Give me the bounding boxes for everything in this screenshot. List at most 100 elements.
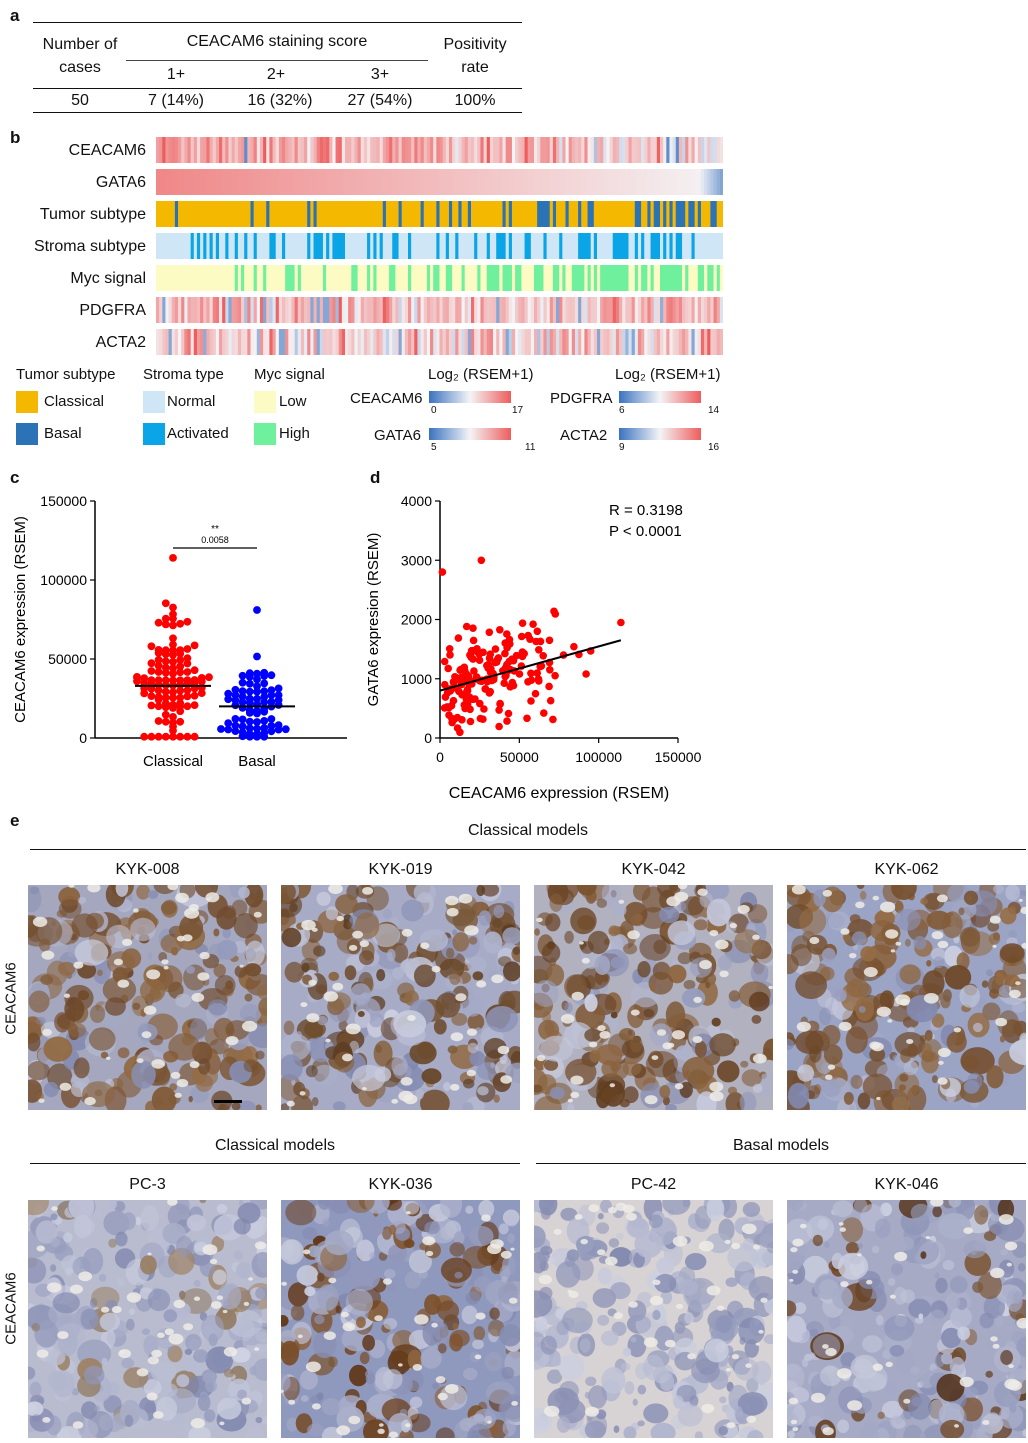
tissue-blob [584,1420,607,1438]
heatmap-cell [351,329,355,355]
heatmap-cell [540,137,544,163]
tissue-lumen [899,998,910,1006]
heatmap-cell [675,201,680,227]
heatmap-cell [288,329,292,355]
tissue-blob [359,1351,370,1365]
heatmap-cell [619,233,623,259]
heatmap-cell [452,329,456,355]
tissue-blob [894,1031,926,1057]
tissue-blob [711,1017,721,1027]
tissue-blob [183,1355,196,1372]
tissue-lumen [188,904,199,912]
tissue-blob [383,1318,398,1330]
heatmap-cell [291,329,295,355]
heatmap-cell [461,169,466,195]
heatmap-cell [190,137,195,163]
heatmap-cell [316,265,321,291]
tissue-blob [160,1383,178,1398]
tissue-blob [312,1064,338,1086]
heatmap-cell [622,265,626,291]
heatmap-cell [486,233,491,259]
d-point [489,675,498,684]
tissue-lumen [698,1240,714,1252]
heatmap-cell [499,297,503,323]
c-point [238,678,247,687]
d-point [440,657,449,666]
heatmap-cell [241,265,245,291]
tissue-blob [43,1082,59,1098]
heatmap-cell [562,201,566,227]
heatmap-cell [606,297,610,323]
tissue-blob [176,1374,190,1388]
tissue-lumen [300,1002,308,1008]
heatmap-cell [452,297,456,323]
tissue-blob [407,1413,431,1433]
tissue-blob [854,1200,868,1214]
c-point [183,692,192,701]
d-point [476,714,485,723]
heatmap-cell [619,137,623,163]
tissue-blob [926,910,952,930]
heatmap-cell [552,169,557,195]
heatmap-cell [489,201,494,227]
heatmap-cell [493,233,497,259]
tissue-blob [946,1031,967,1053]
tissue-blob [493,904,505,919]
heatmap-cell [650,233,655,259]
tissue-blob [462,1245,493,1269]
tissue-blob [706,898,731,927]
heatmap-cell [215,233,220,259]
heatmap-cell [710,233,714,259]
heatmap-cell [231,233,236,259]
tissue-lumen [838,1021,852,1031]
tissue-blob [128,1308,135,1316]
heatmap-cell [345,137,349,163]
tissue-blob [694,1040,707,1058]
tissue-blob [986,969,994,977]
tissue-blob [748,1276,773,1302]
heatmap-cell [448,233,453,259]
heatmap-cell [521,297,525,323]
tissue-lumen [446,907,459,917]
tissue-blob [231,1102,241,1110]
heatmap-cell [442,297,447,323]
tissue-lumen [378,1423,384,1427]
heatmap-cell [697,329,702,355]
tissue-blob [346,1200,375,1213]
tissue-lumen [476,980,487,988]
d-point [446,651,454,659]
tissue-lumen [422,1236,436,1246]
heatmap-cell [426,233,431,259]
tissue-lumen [857,1253,862,1257]
heatmap-cell [398,265,403,291]
heatmap-cell [666,169,670,195]
tissue-blob [216,1203,228,1214]
heatmap-cell [672,329,677,355]
heatmap-cell [574,329,579,355]
c-point [245,724,254,733]
tissue-blob [999,943,1025,963]
heatmap-cell [530,233,535,259]
heatmap-cell [663,137,667,163]
tissue-blob [216,1397,242,1420]
heatmap-cell [171,233,176,259]
heatmap-cell [622,169,626,195]
tissue-blob [793,1327,811,1344]
heatmap-cell [282,201,286,227]
heatmap-cell [534,137,538,163]
heatmap-cell [622,233,626,259]
heatmap-cell [615,265,620,291]
tissue-lumen [847,1400,863,1411]
c-point [161,646,170,655]
d-point [508,655,516,663]
tissue-blob [392,967,404,980]
model-title-r1-1: KYK-008 [115,861,180,878]
heatmap-cell [234,233,239,259]
tissue-blob [845,1242,860,1255]
heatmap-cell [304,169,308,195]
heatmap-cell [222,137,226,163]
tissue-lumen [510,1247,515,1251]
heatmap-cell [704,329,708,355]
tissue-blob [643,1008,655,1018]
heatmap-cell [373,297,377,323]
